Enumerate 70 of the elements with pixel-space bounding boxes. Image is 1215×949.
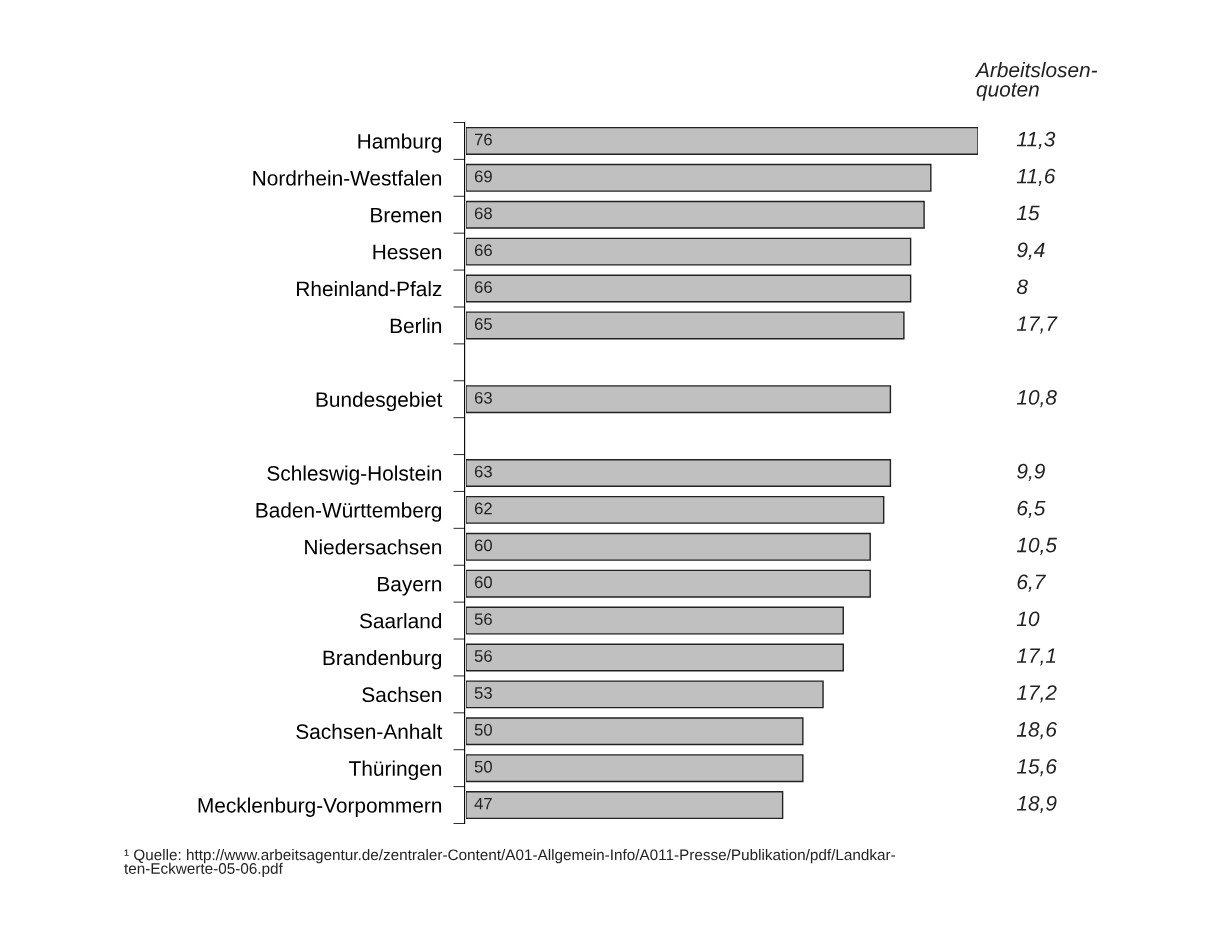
bar [466, 311, 905, 340]
text: 15 [1016, 205, 1040, 221]
data-label: 60 [474, 576, 492, 589]
bar [466, 495, 885, 524]
bar [466, 126, 978, 155]
data-label: 76 [474, 133, 492, 146]
text: 11,3 [1016, 131, 1056, 149]
y-tick-label: Saarland [359, 613, 442, 629]
text: 17,7 [1016, 316, 1058, 334]
text: 6,5 [1017, 500, 1046, 518]
data-label: 63 [474, 465, 492, 478]
y-tick-label: Bayern [378, 576, 442, 596]
bar [466, 385, 892, 414]
text: 8 [1016, 279, 1028, 295]
data-label: 56 [474, 613, 492, 626]
y-tick-label: Sachsen [362, 686, 442, 703]
text: 9,9 [1017, 463, 1045, 482]
data-label: 69 [474, 170, 492, 183]
text: 10 [1016, 611, 1040, 627]
text: 17,2 [1016, 685, 1057, 703]
y-tick-label: Mecklenburg-Vorpommern [198, 797, 442, 817]
y-tick-label: Bundesgebiet [316, 391, 443, 412]
bar [466, 237, 912, 266]
data-label: 66 [474, 281, 492, 293]
y-tick-label: Brandenburg [323, 649, 442, 670]
bar [466, 791, 784, 820]
y-tick-label: Schleswig-Holstein [267, 465, 442, 485]
y-tick-label: Nordrhein-Westfalen [253, 170, 442, 186]
y-tick-label: Thüringen [349, 760, 442, 781]
y-tick-label: Bremen [371, 207, 442, 223]
data-label: 47 [474, 797, 492, 810]
data-label: 66 [474, 244, 492, 257]
y-tick-label: Berlin [390, 317, 442, 334]
bar [466, 643, 844, 672]
y-tick-label: Hamburg [358, 133, 442, 153]
data-label: 53 [474, 687, 492, 699]
bar [466, 532, 871, 561]
y-tick-label: Sachsen-Anhalt [296, 723, 443, 740]
text: 10,8 [1016, 390, 1057, 408]
data-label: 50 [474, 760, 492, 773]
y-tick-label: Niedersachsen [305, 539, 442, 555]
data-label: 68 [474, 207, 492, 220]
bar [466, 717, 804, 746]
y-tick-label: Baden-Württemberg [256, 502, 442, 522]
text: 6,7 [1017, 574, 1046, 592]
text: 9,4 [1017, 242, 1045, 260]
bar [466, 754, 804, 783]
bar [466, 459, 892, 487]
data-label: 56 [474, 650, 492, 662]
bar [466, 163, 932, 192]
text: 18,6 [1016, 722, 1057, 740]
data-label: 65 [474, 318, 492, 330]
data-label: 62 [474, 502, 492, 515]
text: 15,6 [1016, 759, 1057, 777]
y-tick-label: Rheinland-Pfalz [297, 280, 442, 297]
bar [466, 274, 912, 303]
bar [466, 606, 844, 635]
y-tick-label: Hessen [373, 244, 442, 260]
text: 10,5 [1016, 537, 1057, 555]
data-label: 60 [474, 539, 492, 552]
bar [466, 680, 824, 709]
bar [466, 569, 871, 598]
text: 11,6 [1016, 168, 1056, 186]
text: Arbeitslosen- quoten [974, 62, 1098, 101]
text: ¹ Quelle: http://www.arbeitsagentur.de/zentraler-Content/A01-Allgemein-Info/A011-Presse/Publikation/pdf/Landkar- ten-Eckwerte-05-06.pdf [124, 849, 895, 877]
text: 18,9 [1016, 795, 1057, 814]
text: 17,1 [1016, 648, 1056, 666]
data-label: 50 [474, 723, 492, 736]
data-label: 63 [474, 391, 492, 404]
bar [466, 200, 925, 229]
